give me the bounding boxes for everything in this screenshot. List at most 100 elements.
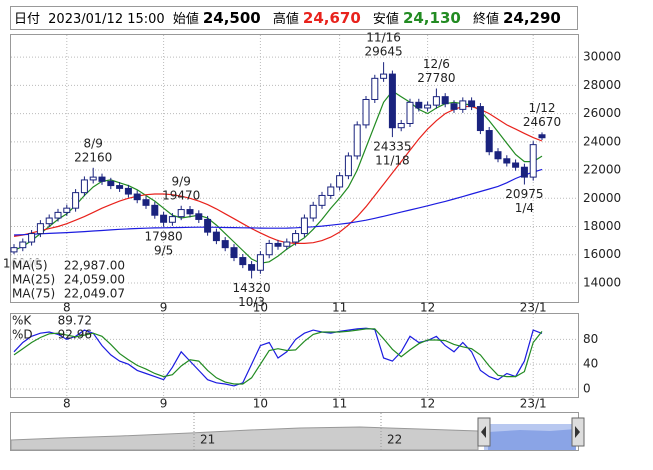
candle-body xyxy=(124,187,132,195)
legend-bg xyxy=(11,259,127,301)
series-line xyxy=(13,168,543,236)
y-tick-label: 14000 xyxy=(583,275,621,289)
candle-body xyxy=(283,241,291,247)
y-tick-label: 24000 xyxy=(583,134,621,148)
legend-value: 24,059.00 xyxy=(64,273,125,287)
candle-body xyxy=(19,241,27,249)
candle-body xyxy=(142,199,150,206)
y-tick-label: 80 xyxy=(583,332,598,346)
y-tick-label: 40 xyxy=(583,357,598,371)
candle-body xyxy=(424,104,432,109)
low-value: 24,130 xyxy=(402,9,461,27)
y-tick-label: 0 xyxy=(583,381,591,395)
candle-body xyxy=(36,223,44,235)
candle-body xyxy=(160,214,168,223)
candle-body xyxy=(265,242,273,256)
candle-body xyxy=(80,179,88,194)
candle-body xyxy=(89,176,97,181)
candle-body xyxy=(168,216,176,223)
open-value: 24,500 xyxy=(202,9,261,27)
candle-body xyxy=(336,175,344,188)
candle-body xyxy=(327,186,335,196)
candle-body xyxy=(485,130,493,153)
annotation-value: 19470 xyxy=(162,188,200,202)
candle-body xyxy=(239,257,247,266)
annotation-value: 20975 xyxy=(505,187,543,201)
y-tick-label: 26000 xyxy=(583,106,621,120)
x-tick-label: 10 xyxy=(253,397,268,411)
y-tick-label: 22000 xyxy=(583,163,621,177)
x-tick-label: 11 xyxy=(332,301,347,315)
navigator-label: 21 xyxy=(200,433,215,447)
high-label: 高値 xyxy=(272,12,299,27)
candle-body xyxy=(397,122,405,129)
candle-body xyxy=(450,103,458,110)
candle-body xyxy=(54,211,62,219)
annotation-date: 11/16 xyxy=(366,31,401,45)
candle-body xyxy=(309,204,317,219)
candle-body xyxy=(468,100,476,108)
candle-body xyxy=(318,194,326,206)
candle-body xyxy=(256,254,264,271)
annotation-date: 10/3 xyxy=(238,295,265,309)
legend-name: MA(25) xyxy=(12,273,55,287)
candle-body xyxy=(503,158,511,164)
candle-body xyxy=(362,98,370,126)
high-value: 24,670 xyxy=(302,9,361,27)
candle-body xyxy=(441,96,449,105)
candle-body xyxy=(221,240,229,249)
legend-name: %K xyxy=(12,314,32,328)
y-tick-label: 20000 xyxy=(583,191,621,205)
x-tick-label: 12 xyxy=(420,301,435,315)
open-label: 始値 xyxy=(172,12,199,27)
legend-value: 22,987.00 xyxy=(64,259,125,273)
main-frame xyxy=(10,34,579,303)
candle-body xyxy=(45,217,53,225)
x-tick-label: 8 xyxy=(63,301,71,315)
legend-value: 92.96 xyxy=(58,328,92,342)
navigator-label: 22 xyxy=(387,433,402,447)
candle-body xyxy=(230,247,238,259)
x-tick-label: 12 xyxy=(420,397,435,411)
candle-body xyxy=(10,247,18,253)
candle-body xyxy=(459,100,467,110)
candle-body xyxy=(388,73,396,129)
candle-body xyxy=(274,242,282,247)
annotation-value: 14320 xyxy=(233,281,271,295)
annotation-date: 9/5 xyxy=(154,243,173,257)
x-tick-label: 23/1 xyxy=(520,301,547,315)
annotation-value: 22160 xyxy=(74,150,112,164)
handle-arrow xyxy=(575,426,580,438)
x-tick-label: 11 xyxy=(332,397,347,411)
candle-body xyxy=(353,124,361,157)
annotation-date: 12/6 xyxy=(423,57,450,71)
candle-body xyxy=(476,106,484,132)
annotation-value: 17980 xyxy=(145,229,183,243)
candle-body xyxy=(177,209,185,218)
candle-body xyxy=(344,155,352,177)
legend-value: 22,049.07 xyxy=(64,287,125,301)
stoch-frame xyxy=(10,313,579,398)
candle-body xyxy=(494,151,502,160)
candle-body xyxy=(300,217,308,235)
low-label: 安値 xyxy=(372,12,399,27)
annotation-value: 29645 xyxy=(365,45,403,59)
candle-body xyxy=(248,264,256,271)
candle-body xyxy=(380,73,388,79)
y-tick-label: 28000 xyxy=(583,78,621,92)
y-tick-label: 30000 xyxy=(583,50,621,64)
candle-body xyxy=(72,192,80,209)
candle-body xyxy=(512,162,520,168)
annotation-date: 9/9 xyxy=(172,174,191,188)
navigator-window-area xyxy=(488,429,576,450)
candle-body xyxy=(292,233,300,243)
candle-body xyxy=(133,193,141,201)
legend-name: MA(5) xyxy=(12,259,48,273)
legend-name: %D xyxy=(12,328,33,342)
candle-body xyxy=(529,144,537,178)
series-line xyxy=(13,328,543,385)
annotation-value: 24670 xyxy=(523,115,561,129)
close-value: 24,290 xyxy=(502,9,561,27)
x-tick-label: 23/1 xyxy=(520,397,547,411)
